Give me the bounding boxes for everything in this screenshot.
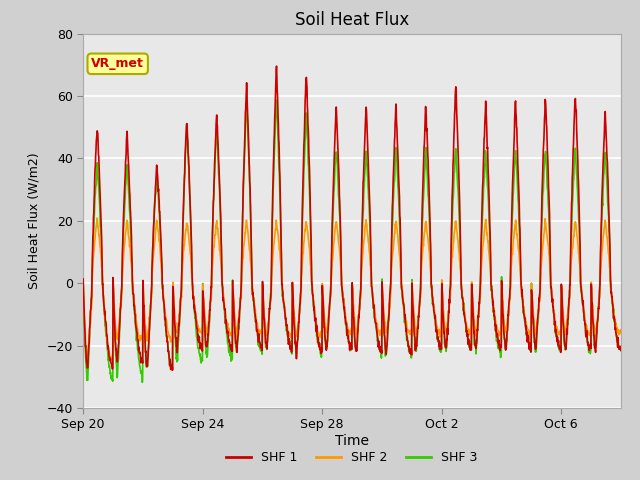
Legend: SHF 1, SHF 2, SHF 3: SHF 1, SHF 2, SHF 3 xyxy=(221,446,483,469)
X-axis label: Time: Time xyxy=(335,434,369,448)
Y-axis label: Soil Heat Flux (W/m2): Soil Heat Flux (W/m2) xyxy=(28,153,41,289)
Text: VR_met: VR_met xyxy=(92,57,144,70)
Title: Soil Heat Flux: Soil Heat Flux xyxy=(295,11,409,29)
